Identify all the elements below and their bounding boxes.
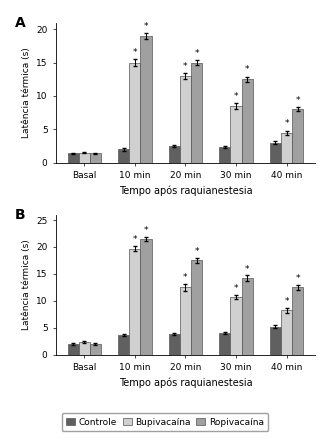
Y-axis label: Latência térmica (s): Latência térmica (s): [21, 239, 31, 330]
Text: *: *: [295, 96, 300, 105]
Text: *: *: [245, 265, 249, 274]
X-axis label: Tempo após raquianestesia: Tempo após raquianestesia: [119, 378, 252, 388]
Text: B: B: [15, 208, 25, 222]
Bar: [270, 327, 281, 355]
Bar: [219, 333, 230, 355]
Bar: [292, 109, 303, 162]
Bar: [191, 63, 202, 162]
Bar: [292, 287, 303, 355]
Text: *: *: [234, 92, 238, 101]
Bar: [270, 142, 281, 162]
Text: *: *: [144, 22, 148, 31]
Bar: [129, 249, 141, 355]
Text: A: A: [15, 16, 25, 30]
Text: *: *: [284, 297, 289, 307]
Bar: [118, 149, 129, 162]
Bar: [281, 311, 292, 355]
X-axis label: Tempo após raquianestesia: Tempo após raquianestesia: [119, 185, 252, 196]
Bar: [90, 153, 101, 162]
Legend: Controle, Bupivacaína, Ropivacaína: Controle, Bupivacaína, Ropivacaína: [62, 413, 268, 431]
Text: *: *: [194, 49, 199, 58]
Text: *: *: [245, 65, 249, 74]
Bar: [68, 153, 79, 162]
Text: *: *: [183, 62, 188, 71]
Bar: [141, 36, 151, 162]
Bar: [79, 342, 90, 355]
Text: *: *: [194, 247, 199, 256]
Bar: [219, 147, 230, 162]
Text: *: *: [295, 274, 300, 283]
Bar: [169, 334, 180, 355]
Bar: [90, 344, 101, 355]
Bar: [281, 133, 292, 162]
Bar: [68, 344, 79, 355]
Text: *: *: [234, 284, 238, 293]
Bar: [169, 146, 180, 162]
Bar: [242, 278, 253, 355]
Text: *: *: [144, 226, 148, 235]
Bar: [242, 79, 253, 162]
Bar: [141, 239, 151, 355]
Bar: [180, 76, 191, 162]
Bar: [79, 152, 90, 162]
Bar: [118, 335, 129, 355]
Y-axis label: Latência térmica (s): Latência térmica (s): [21, 47, 31, 138]
Bar: [191, 261, 202, 355]
Text: *: *: [133, 48, 137, 57]
Bar: [230, 106, 242, 162]
Text: *: *: [183, 273, 188, 282]
Bar: [230, 297, 242, 355]
Bar: [180, 287, 191, 355]
Text: *: *: [284, 119, 289, 128]
Bar: [129, 63, 141, 162]
Text: *: *: [133, 235, 137, 244]
